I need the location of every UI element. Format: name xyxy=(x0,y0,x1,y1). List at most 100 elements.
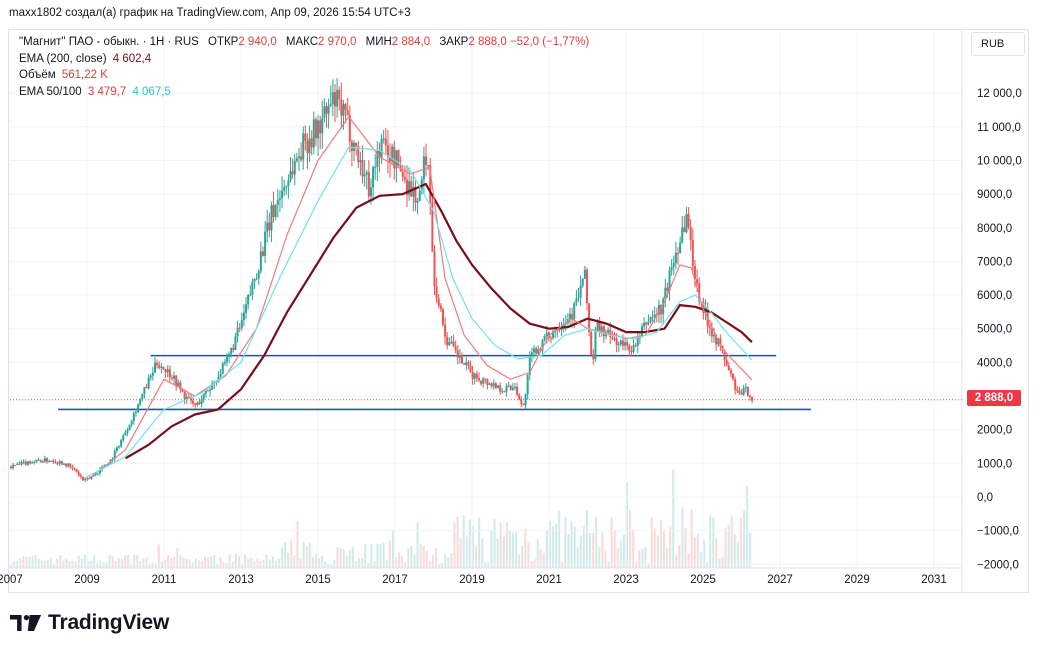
time-axis-label: 2007 xyxy=(0,574,23,586)
volume-bar xyxy=(490,529,493,568)
candle-body xyxy=(422,156,425,180)
volume-bar xyxy=(555,523,558,568)
candle-body xyxy=(615,338,618,345)
price-axis-label: 8000,0 xyxy=(977,223,1012,235)
candle-body xyxy=(225,357,228,362)
candle-body xyxy=(696,279,699,284)
candle xyxy=(509,384,512,391)
candle xyxy=(643,317,646,331)
candle xyxy=(200,395,203,408)
volume-bar xyxy=(31,556,34,568)
candle xyxy=(189,393,192,404)
candle-body xyxy=(738,391,741,393)
candle-body xyxy=(365,172,368,175)
legend-ema50-100-row[interactable]: EMA 50/100 3 479,7 4 067,5 xyxy=(19,86,171,98)
candle-body xyxy=(528,357,531,375)
volume-bar xyxy=(662,530,665,568)
candle xyxy=(740,389,743,395)
candle-body xyxy=(281,190,284,199)
candle-body xyxy=(719,338,722,347)
volume-bar xyxy=(194,558,197,568)
volume-bar xyxy=(50,558,53,568)
candle-body xyxy=(60,461,63,465)
candle-body xyxy=(488,383,491,385)
candle-body xyxy=(431,201,434,252)
volume-bar xyxy=(542,552,545,568)
candle-body xyxy=(276,199,279,205)
candle xyxy=(67,463,70,468)
candle-body xyxy=(302,133,305,160)
volume-label[interactable]: Объём xyxy=(19,69,56,81)
candle xyxy=(647,314,650,326)
volume-bar xyxy=(746,486,749,568)
candle xyxy=(376,141,379,182)
ema50-value: 3 479,7 xyxy=(87,86,127,98)
candle xyxy=(583,265,586,279)
candle xyxy=(278,190,281,212)
legend-symbol-row[interactable]: "Магнит" ПАО - обыкн. · 1H · RUS ОТКР2 9… xyxy=(19,36,589,48)
tradingview-brand[interactable]: TradingView xyxy=(10,611,169,635)
candle xyxy=(158,361,161,370)
candle xyxy=(333,84,336,123)
volume-bar xyxy=(589,532,592,568)
volume-bar xyxy=(376,543,379,568)
candle xyxy=(598,317,601,338)
volume-bar xyxy=(749,532,752,568)
candle-body xyxy=(384,138,387,146)
candle xyxy=(84,477,87,483)
candle-body xyxy=(425,156,428,165)
candle xyxy=(115,445,118,453)
candle xyxy=(132,411,135,425)
volume-bar xyxy=(715,538,718,568)
candle xyxy=(304,125,307,151)
candle-body xyxy=(48,460,51,462)
volume-bar xyxy=(561,561,564,568)
candle-body xyxy=(372,166,375,188)
candle-body xyxy=(475,373,478,379)
candle-body xyxy=(10,466,12,469)
candle-body xyxy=(43,458,46,462)
candle-body xyxy=(249,294,252,296)
candle xyxy=(285,185,288,195)
candle xyxy=(719,334,722,352)
volume-bar xyxy=(28,557,31,568)
candle xyxy=(422,146,425,194)
candle-body xyxy=(266,222,269,232)
currency-button[interactable]: RUB xyxy=(971,32,1025,56)
symbol-title[interactable]: "Магнит" ПАО - обыкн. · 1H · RUS xyxy=(19,36,199,48)
candle xyxy=(579,275,582,306)
candle-body xyxy=(18,463,21,465)
candle xyxy=(365,170,368,190)
candle-body xyxy=(230,347,233,354)
candle-body xyxy=(253,278,256,282)
candle-body xyxy=(143,387,146,394)
volume-bar xyxy=(407,548,410,568)
volume-bar xyxy=(598,547,601,568)
candle xyxy=(39,459,42,463)
chart-frame[interactable] xyxy=(8,29,1029,593)
volume-bar xyxy=(622,534,625,568)
candle xyxy=(232,344,235,353)
candle xyxy=(679,236,682,254)
candle-body xyxy=(54,462,57,464)
price-axis-label: −1000,0 xyxy=(977,526,1019,538)
volume-bar xyxy=(179,555,182,568)
ema200-label[interactable]: EMA (200, close) xyxy=(19,53,107,65)
legend-volume-row[interactable]: Объём 561,22 K xyxy=(19,69,108,81)
candle-body xyxy=(577,297,580,299)
legend-ema200-row[interactable]: EMA (200, close) 4 602,4 xyxy=(19,53,151,65)
candle xyxy=(528,351,531,381)
volume-bar xyxy=(102,562,105,568)
candle-body xyxy=(503,391,506,393)
volume-bar xyxy=(416,522,419,568)
candle-body xyxy=(94,473,97,475)
candle-body xyxy=(552,331,555,339)
candle-body xyxy=(626,342,629,346)
volume-bar xyxy=(585,510,588,568)
ema50-100-label[interactable]: EMA 50/100 xyxy=(19,86,82,98)
volume-bar xyxy=(293,555,296,568)
candle-body xyxy=(168,369,171,378)
candle-body xyxy=(26,461,29,465)
candle-body xyxy=(81,476,84,481)
